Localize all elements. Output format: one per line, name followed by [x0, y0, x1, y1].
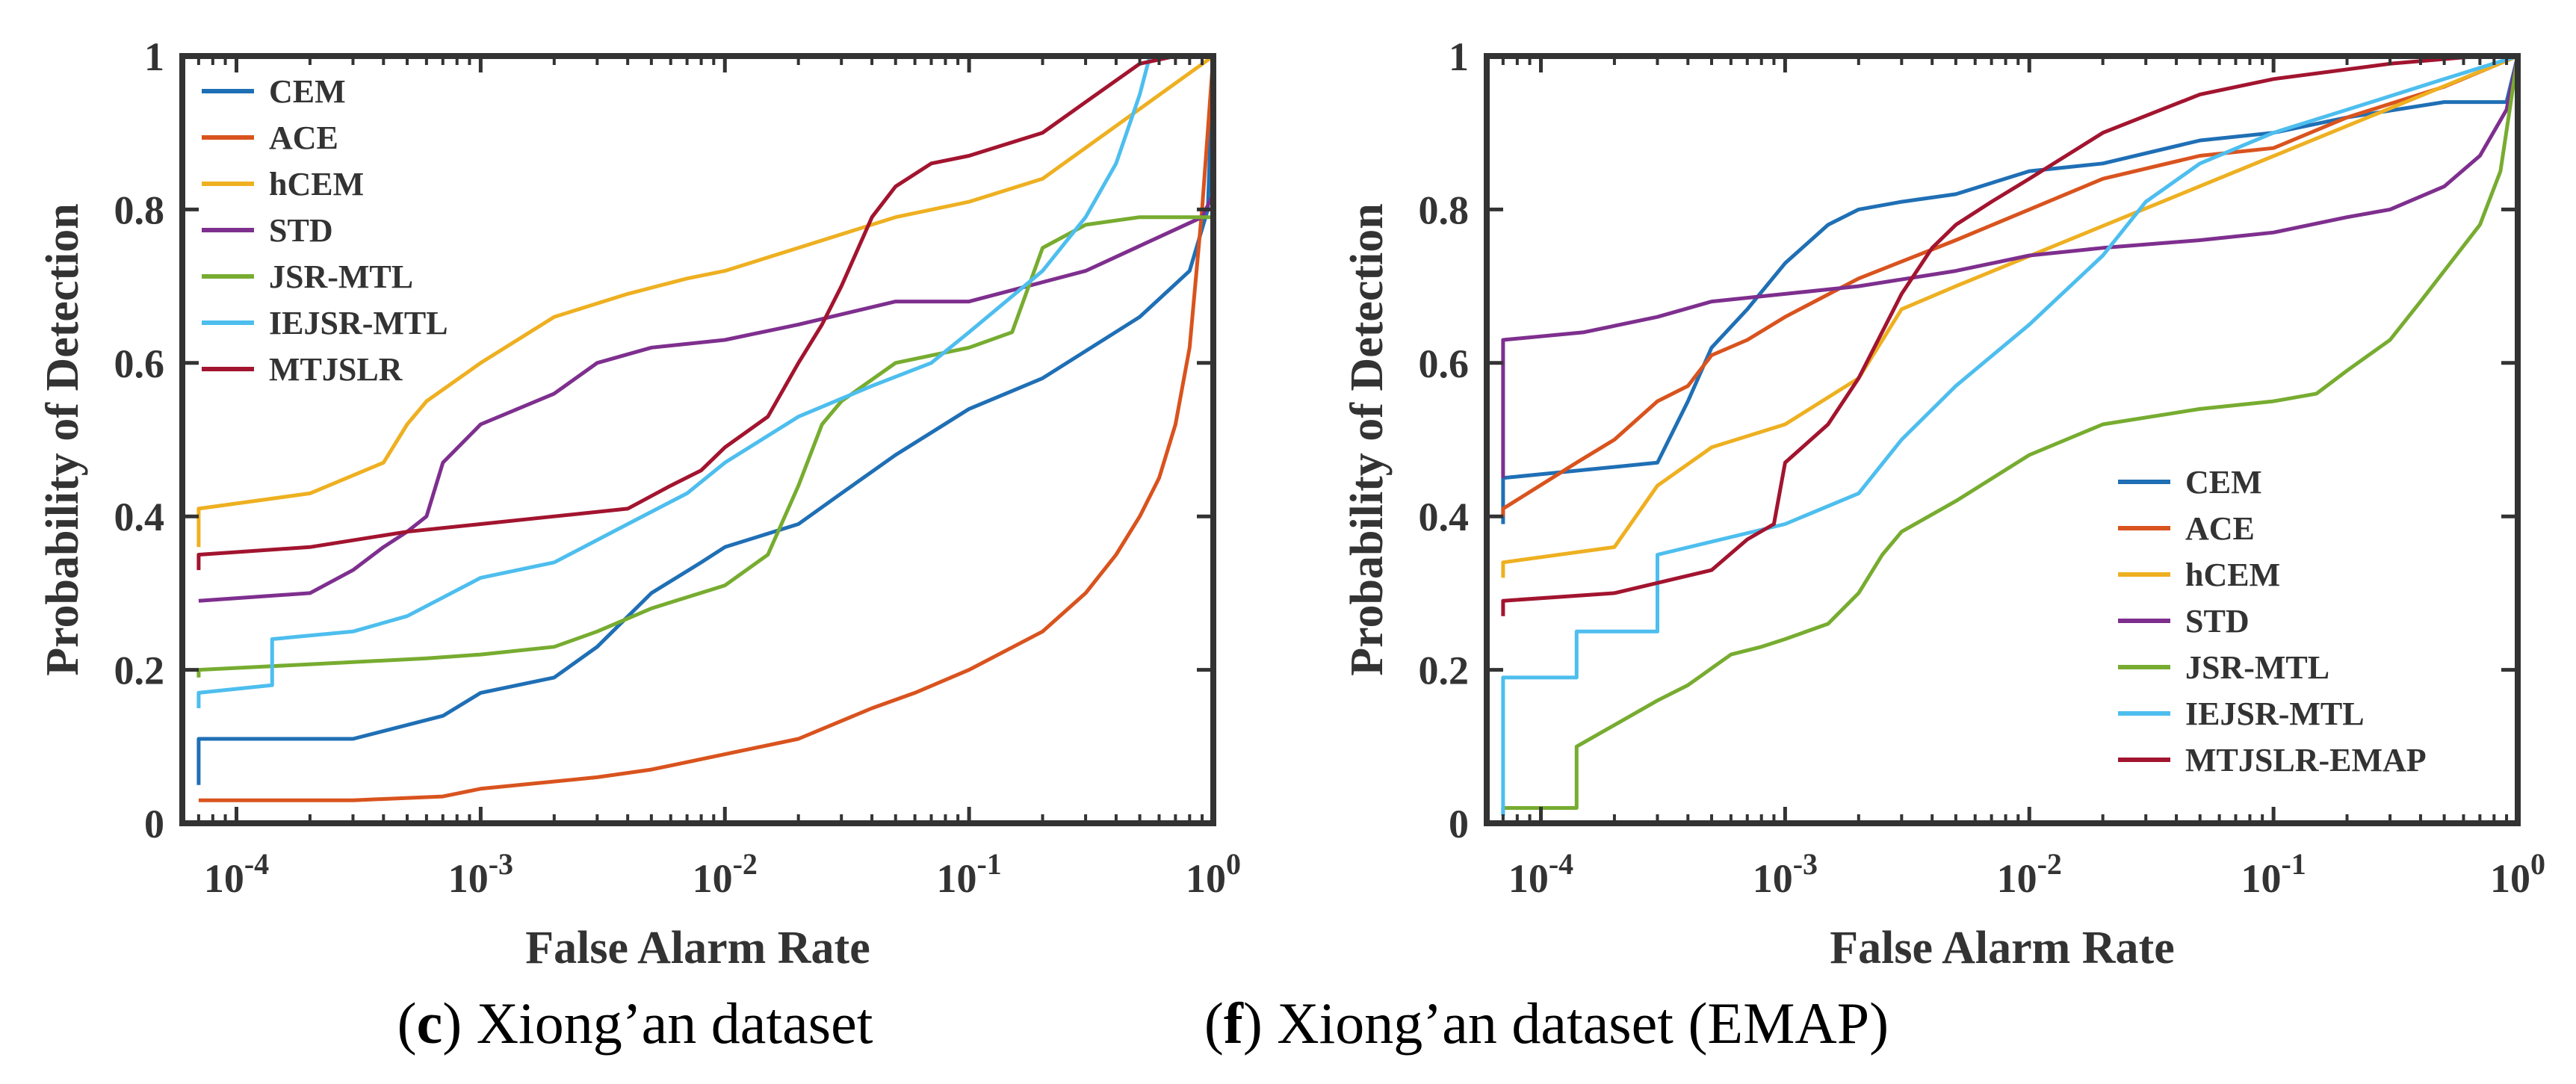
legend-label-mtjslr-emap: MTJSLR-EMAP [2185, 742, 2427, 778]
chart-panel-c: 10-4 10-3 10-2 10-1 100 0 0.2 0.4 0.6 0.8 1 False A… [37, 34, 1241, 1056]
series-line-cem [1501, 55, 2520, 524]
x-tick-label: 100 [2490, 847, 2545, 901]
figure-caption: (f) Xiong’an dataset (EMAP) [1204, 991, 1889, 1056]
series-line-mtjslr-emap [1501, 54, 2518, 616]
y-tick-label: 0.2 [1419, 648, 1470, 693]
y-tick-label: 0.2 [114, 648, 165, 693]
x-tick-label: 100 [1186, 847, 1241, 901]
x-tick-label: 10-1 [936, 847, 1001, 901]
legend-label-std: STD [2185, 603, 2250, 639]
axes-frame [1484, 53, 2521, 826]
x-tick-label: 10-1 [2241, 847, 2306, 901]
y-tick-label: 1 [144, 34, 164, 79]
y-tick-label: 0.8 [114, 188, 165, 232]
y-tick-label: 1 [1449, 34, 1469, 79]
series-group [196, 54, 1216, 802]
legend-label-iejsr-mtl: IEJSR-MTL [269, 305, 448, 341]
y-tick-label: 0 [144, 802, 164, 846]
legend: CEM ACE hCEM STD JSR-MTL IEJSR-MTL MTJSLR-EMAP [2118, 464, 2427, 778]
y-axis-label: Probability of Detection [37, 203, 88, 676]
axes-frame [179, 53, 1216, 826]
legend-label-jsr-mtl: JSR-MTL [269, 258, 413, 295]
y-tick-label: 0.4 [1419, 495, 1470, 539]
series-group [1501, 54, 2520, 816]
legend: CEM ACE hCEM STD JSR-MTL IEJSR-MTL MTJSLR [202, 73, 448, 388]
series-line-ace [1501, 54, 2518, 517]
x-tick-label: 10-2 [1997, 847, 2062, 901]
legend-label-mtjslr: MTJSLR [269, 351, 403, 388]
legend-label-jsr-mtl: JSR-MTL [2185, 649, 2329, 686]
legend-label-cem: CEM [2185, 464, 2262, 501]
series-line-jsr-mtl [1501, 55, 2520, 816]
y-tick-label: 0.8 [1419, 188, 1470, 232]
series-line-std [198, 193, 1216, 603]
legend-label-hcem: hCEM [2185, 557, 2280, 593]
legend-label-iejsr-mtl: IEJSR-MTL [2185, 696, 2365, 732]
legend-label-std: STD [269, 212, 333, 249]
series-line-ace [198, 55, 1216, 802]
y-tick-label: 0.4 [114, 495, 165, 539]
legend-label-hcem: hCEM [269, 166, 364, 202]
x-tick-label: 10-4 [1508, 847, 1573, 901]
x-tick-label: 10-3 [448, 847, 513, 901]
x-axis-label: False Alarm Rate [1830, 923, 2174, 973]
x-minor-ticks [1485, 56, 2509, 823]
chart-panel-f: 10-4 10-3 10-2 10-1 100 0 0.2 0.4 0.6 0.8 1 False A… [1204, 34, 2545, 1056]
y-tick-label: 0 [1449, 802, 1469, 846]
series-line-hcem [196, 54, 1215, 548]
x-tick-label: 10-3 [1753, 847, 1818, 901]
series-line-cem [196, 55, 1216, 785]
legend-label-ace: ACE [269, 120, 338, 156]
y-axis-label: Probability of Detection [1342, 203, 1393, 676]
series-line-std [1501, 55, 2520, 478]
series-line-mtjslr [196, 54, 1213, 571]
y-tick-label: 0.6 [1419, 341, 1470, 386]
series-line-iejsr-mtl [1501, 54, 2518, 816]
y-tick-label: 0.6 [114, 341, 165, 386]
x-minor-ticks [181, 56, 1204, 823]
figure-caption: (c) Xiong’an dataset [397, 991, 873, 1056]
x-tick-label: 10-4 [204, 847, 269, 901]
series-line-hcem [1501, 54, 2518, 578]
legend-label-cem: CEM [269, 73, 346, 110]
x-tick-label: 10-2 [693, 847, 758, 901]
x-axis-label: False Alarm Rate [525, 923, 870, 973]
legend-label-ace: ACE [2185, 510, 2255, 547]
series-line-iejsr-mtl [196, 54, 1213, 708]
